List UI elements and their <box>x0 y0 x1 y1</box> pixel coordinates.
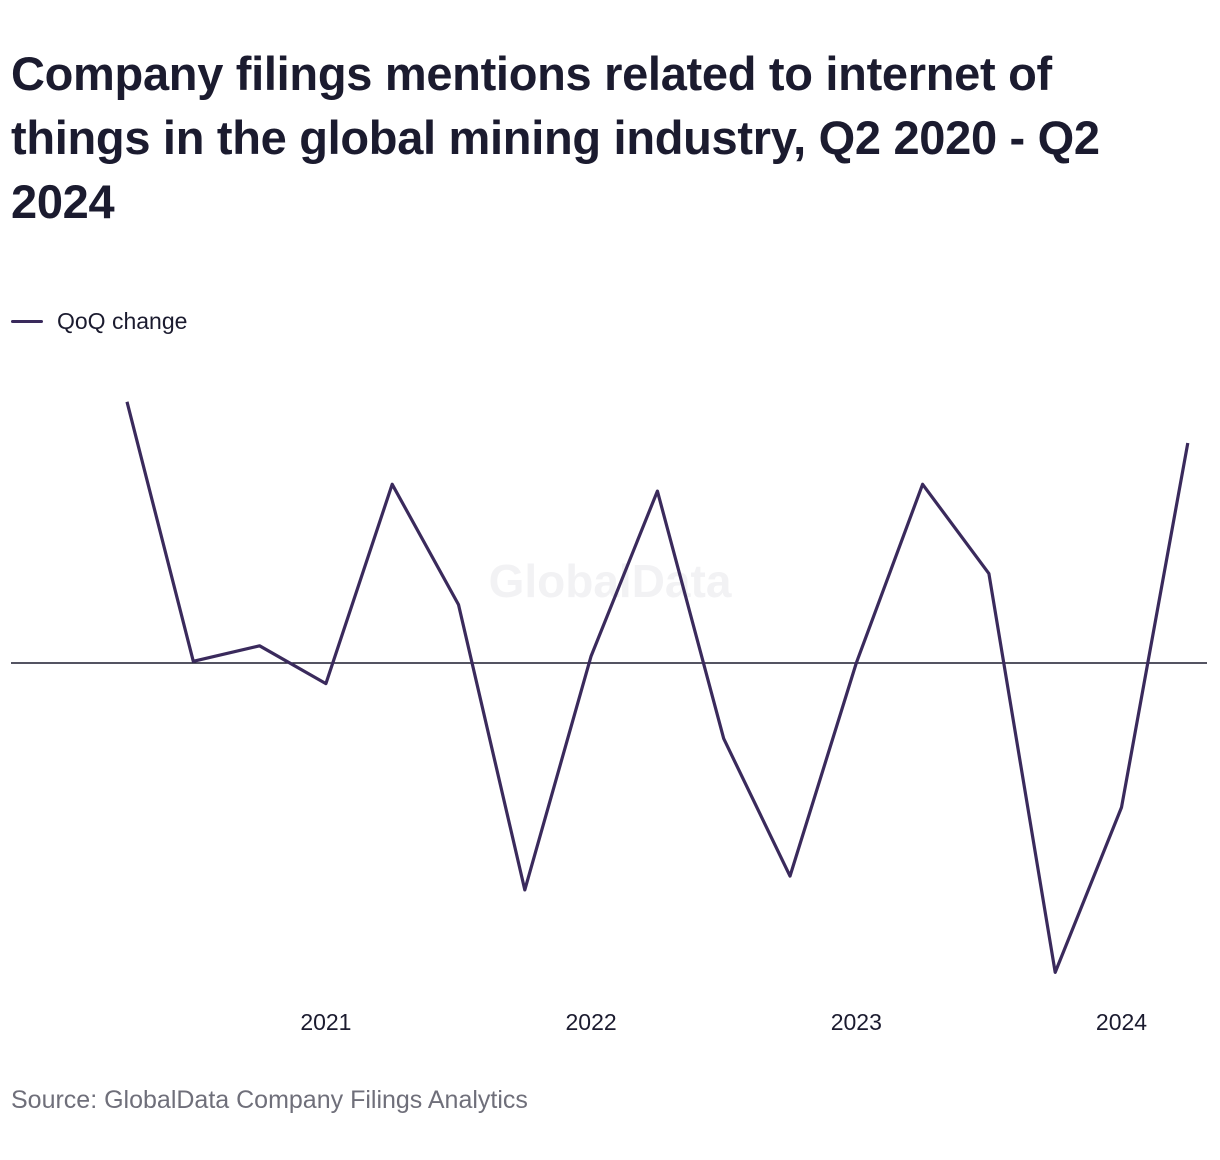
data-point[interactable] <box>453 599 465 611</box>
data-point[interactable] <box>320 678 332 690</box>
x-tick-label: 2022 <box>566 1009 617 1035</box>
data-point[interactable] <box>1116 801 1128 813</box>
data-point[interactable] <box>784 870 796 882</box>
data-point[interactable] <box>718 733 730 745</box>
data-point[interactable] <box>1182 437 1194 449</box>
data-point[interactable] <box>1049 966 1061 978</box>
x-tick-label: 2024 <box>1096 1009 1147 1035</box>
legend-label: QoQ change <box>57 307 188 334</box>
data-point[interactable] <box>850 657 862 669</box>
data-point[interactable] <box>187 655 199 667</box>
data-point[interactable] <box>585 650 597 662</box>
watermark: GlobalData <box>489 555 732 607</box>
legend-swatch <box>11 319 43 323</box>
chart-title: Company filings mentions related to inte… <box>11 47 1100 228</box>
x-tick-label: 2021 <box>300 1009 351 1035</box>
data-point[interactable] <box>651 485 663 497</box>
data-point[interactable] <box>983 568 995 580</box>
series-line-0 <box>125 401 1190 975</box>
x-tick-label: 2023 <box>831 1009 882 1035</box>
x-axis-ticks: 2021 2022 2023 2024 <box>300 1009 1147 1035</box>
data-point[interactable] <box>254 640 266 652</box>
data-point[interactable] <box>917 478 929 490</box>
data-point[interactable] <box>519 884 531 896</box>
data-point[interactable] <box>121 396 133 408</box>
legend: QoQ change <box>11 306 187 336</box>
data-point[interactable] <box>386 478 398 490</box>
series-layer <box>121 396 1194 978</box>
source-note: Source: GlobalData Company Filings Analy… <box>11 1086 528 1114</box>
